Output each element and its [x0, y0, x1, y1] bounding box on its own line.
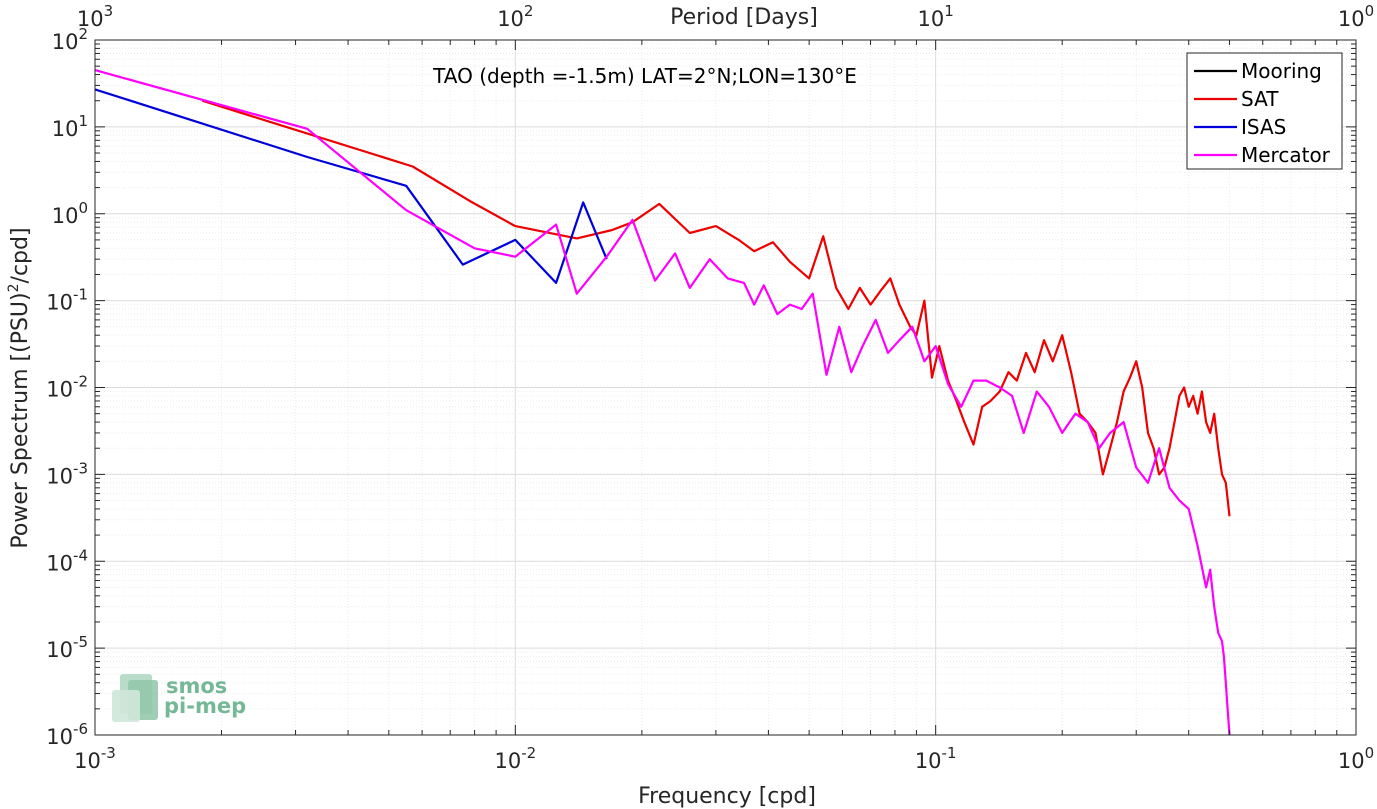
top-tick-label: 101 — [918, 2, 954, 31]
y-tick-label: 10-1 — [46, 286, 88, 315]
series-layer — [94, 69, 1231, 736]
y-tick-label: 10-5 — [46, 633, 88, 662]
legend-box — [1186, 52, 1343, 170]
logo-mark-icon — [112, 674, 158, 722]
y-tick-label: 100 — [52, 199, 88, 228]
x-tick-label: 10-2 — [494, 744, 536, 773]
x-tick-label: 10-1 — [915, 744, 957, 773]
logo-line-1: smos — [166, 674, 227, 698]
legend-label-sat: SAT — [1241, 87, 1279, 111]
legend-label-mooring: Mooring — [1241, 59, 1322, 83]
y-tick-label: 10-3 — [46, 459, 88, 488]
smos-pi-mep-logo: smos pi-mep — [112, 674, 246, 722]
y-tick-label: 10-6 — [46, 720, 88, 749]
x-tick-label: 100 — [1338, 744, 1374, 773]
ticks — [94, 39, 1357, 736]
top-tick-label: 103 — [77, 2, 113, 31]
y-tick-label: 101 — [52, 112, 88, 141]
x-axis-title: Frequency [cpd] — [638, 784, 816, 809]
legend: Mooring SAT ISAS Mercator — [1186, 52, 1343, 170]
series-line-isas — [94, 88, 608, 284]
series-line-mercator — [94, 69, 1231, 736]
legend-label-mercator: Mercator — [1241, 143, 1331, 167]
y-tick-label: 10-4 — [46, 546, 88, 575]
y-tick-label: 102 — [52, 25, 88, 54]
top-tick-label: 100 — [1338, 2, 1374, 31]
top-axis-title: Period [Days] — [670, 5, 818, 30]
logo-line-2: pi-mep — [164, 694, 246, 718]
series-line-sat — [201, 99, 1231, 517]
chart-title: TAO (depth =-1.5m) LAT=2°N;LON=130°E — [432, 64, 857, 88]
minor-grid — [95, 40, 1356, 735]
legend-label-isas: ISAS — [1241, 115, 1286, 139]
top-tick-label: 102 — [497, 2, 533, 31]
y-axis-title: Power Spectrum [(PSU)2/cpd] — [6, 227, 33, 548]
x-tick-label: 10-3 — [74, 744, 116, 773]
y-tick-label: 10-2 — [46, 373, 88, 402]
major-grid — [94, 39, 1357, 736]
